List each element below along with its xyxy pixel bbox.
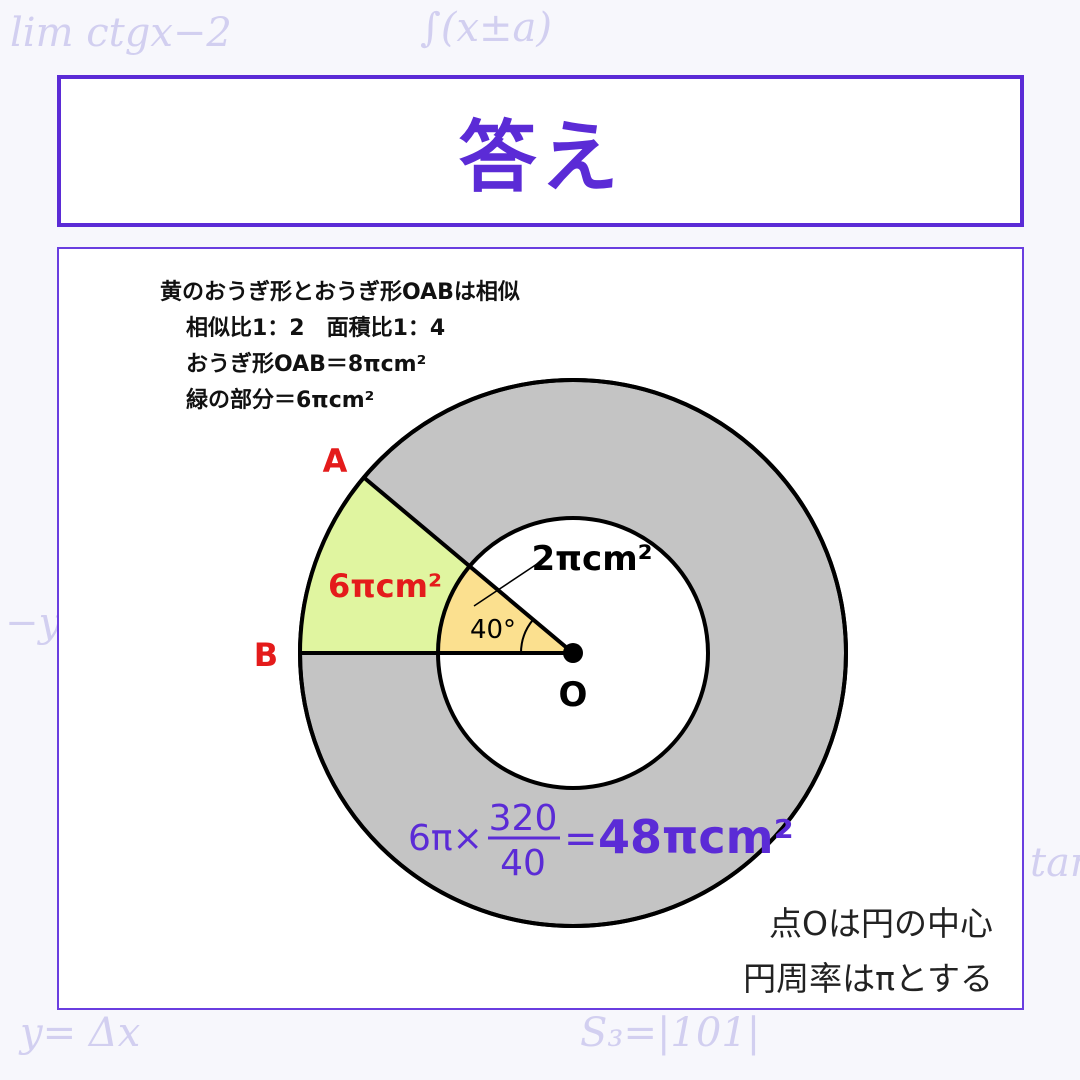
- formula-result: 48πcm²: [598, 810, 794, 864]
- note-line: 緑の部分＝6πcm²: [186, 388, 375, 413]
- radius-oa: [362, 475, 575, 655]
- footer-note: 点Oは円の中心: [769, 904, 993, 943]
- label-b: B: [254, 636, 278, 674]
- formula-numerator: 320: [489, 798, 558, 839]
- leader-line: [473, 561, 541, 607]
- background-doodle: ∫(x±a): [420, 5, 552, 51]
- solution-notes: 黄のおうぎ形とおうぎ形OABは相似 相似比1：2 面積比1：4 おうぎ形OAB＝…: [160, 275, 520, 419]
- center-point-o: [563, 643, 583, 663]
- note-line: おうぎ形OAB＝8πcm²: [186, 352, 427, 377]
- note-line: 相似比1：2 面積比1：4: [186, 316, 446, 341]
- background-doodle: tan: [1030, 840, 1080, 886]
- yellow-sector: [438, 566, 573, 653]
- label-a: A: [323, 442, 348, 480]
- label-o: O: [559, 675, 588, 715]
- background-doodle: S₃=|101|: [580, 1010, 761, 1056]
- green-area-label: 6πcm²: [328, 567, 442, 605]
- angle-arc: [520, 618, 534, 654]
- angle-label: 40°: [470, 615, 516, 645]
- note-line: 黄のおうぎ形とおうぎ形OABは相似: [160, 280, 520, 305]
- background-doodle: lim ctgx−2: [10, 10, 232, 56]
- footer-note: 円周率はπとする: [743, 959, 993, 998]
- yellow-area-label: 2πcm²: [531, 539, 652, 579]
- background-doodle: y= Δx: [20, 1010, 141, 1056]
- title-box: 答え: [57, 75, 1024, 227]
- formula-denominator: 40: [500, 843, 546, 884]
- page-title: 答え: [458, 113, 623, 203]
- formula-equals: =: [564, 816, 598, 862]
- formula-left: 6π×: [408, 818, 483, 859]
